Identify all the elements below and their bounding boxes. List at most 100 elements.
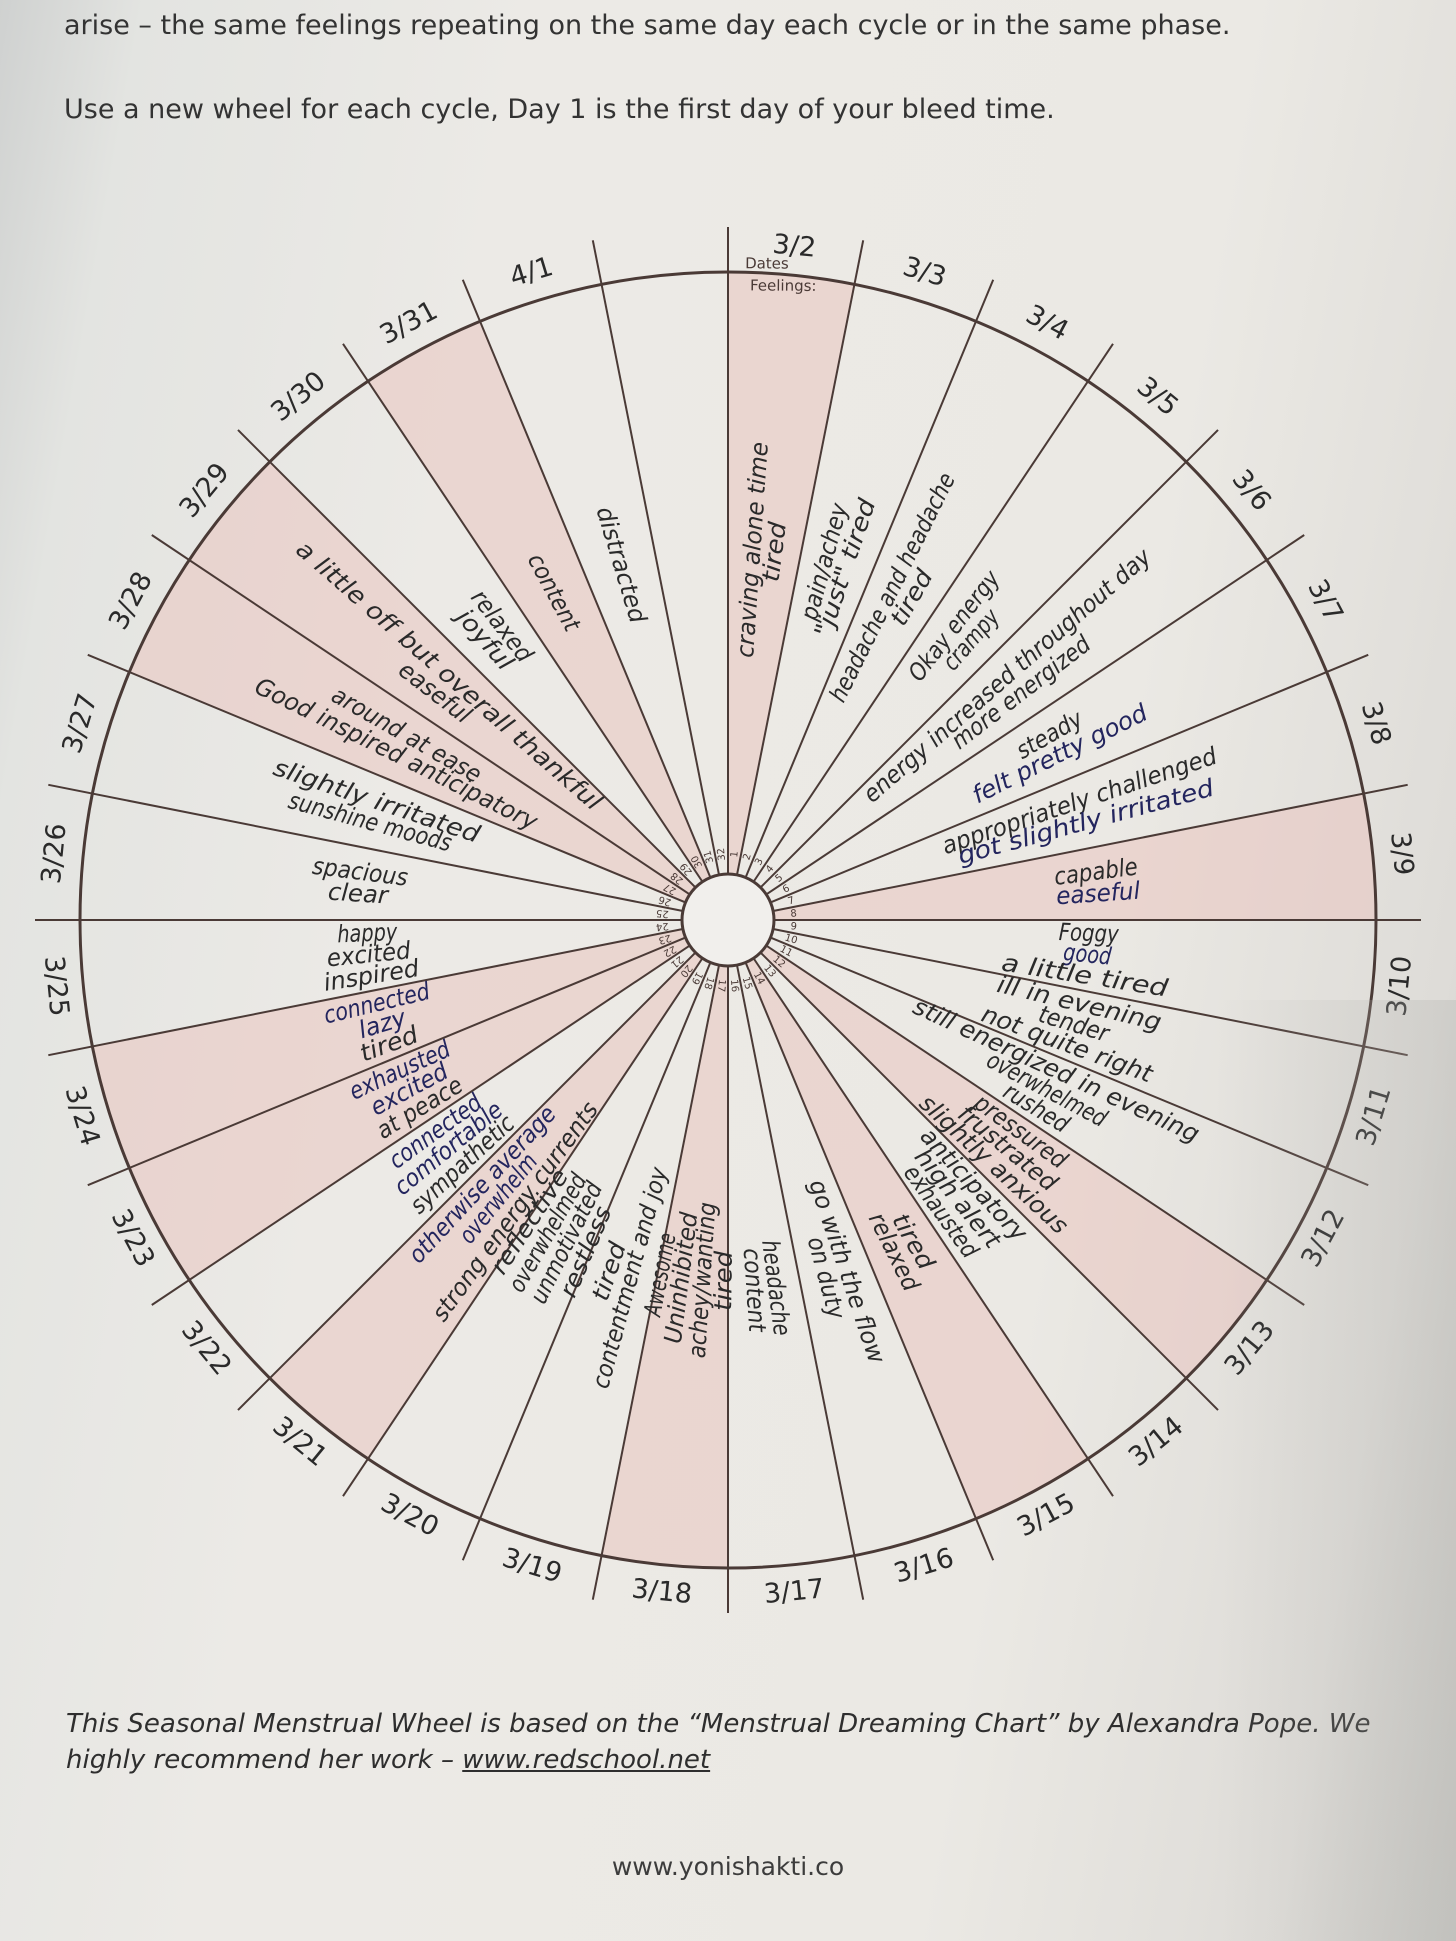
spoke-line <box>765 534 1305 896</box>
spoke-line <box>151 534 691 896</box>
tinted-segment <box>92 928 686 1168</box>
date-label: 3/25 <box>38 954 75 1017</box>
tinted-segment <box>745 958 1089 1519</box>
feeling-note: Foggy <box>1058 918 1120 948</box>
day-number: 7 <box>787 895 796 907</box>
feeling-note: happy <box>337 918 399 948</box>
date-label: 3/7 <box>1301 574 1349 627</box>
day-number: 4 <box>764 863 777 875</box>
date-label: 3/9 <box>1384 831 1419 877</box>
spoke-line <box>151 944 691 1306</box>
spoke-line <box>752 957 1114 1497</box>
spoke-line <box>772 927 1408 1057</box>
spoke-line <box>342 343 704 883</box>
date-label: 3/3 <box>899 251 950 293</box>
date-label: 3/22 <box>175 1315 237 1382</box>
day-number: 27 <box>662 881 678 897</box>
spoke-line <box>591 964 721 1600</box>
date-label: 3/2 <box>771 229 817 264</box>
date-label: 3/6 <box>1226 464 1278 517</box>
date-label: 3/11 <box>1350 1082 1397 1149</box>
feeling-note: tired <box>709 1250 738 1311</box>
day-number: 9 <box>790 921 797 933</box>
intro-text-line-1: arise – the same feelings repeating on t… <box>64 10 1231 41</box>
spoke-line <box>342 957 704 1497</box>
spoke-line <box>87 936 686 1187</box>
tinted-segment <box>367 321 711 882</box>
intro-text-line-2: Use a new wheel for each cycle, Day 1 is… <box>64 94 1055 125</box>
day-number: 31 <box>702 849 716 864</box>
tinted-segment <box>129 937 690 1281</box>
tinted-segment <box>189 461 696 895</box>
day-number: 23 <box>657 932 672 946</box>
spoke-line <box>772 783 1408 913</box>
attribution-note: This Seasonal Menstrual Wheel is based o… <box>66 1706 1406 1778</box>
wheel-day-numbers: 1 2 34567891011121314151617181920212223242… <box>655 847 798 992</box>
day-number: 26 <box>657 893 672 907</box>
day-number: 6 <box>781 883 792 896</box>
day-number: 19 <box>689 970 705 986</box>
wheel-tinted-segments <box>92 272 1376 1568</box>
spoke-line <box>735 240 865 876</box>
feeling-note: easeful <box>1055 877 1141 911</box>
spoke-line <box>461 962 712 1561</box>
date-label: 3/10 <box>1381 954 1418 1017</box>
redschool-link[interactable]: www.redschool.net <box>462 1745 711 1775</box>
spoke-line <box>765 944 1305 1306</box>
day-number: 16 <box>728 979 740 993</box>
spoke-line <box>759 951 1219 1411</box>
spoke-line <box>752 343 1114 883</box>
tinted-segment <box>773 793 1376 920</box>
spoke-line <box>735 964 865 1600</box>
spoke-line <box>237 951 697 1411</box>
day-number: 18 <box>701 975 715 990</box>
attribution-text: This Seasonal Menstrual Wheel is based o… <box>66 1709 1371 1775</box>
day-number: 25 <box>655 907 669 919</box>
date-label: 3/14 <box>1123 1411 1190 1473</box>
spoke-line <box>87 653 686 904</box>
spoke-line <box>744 962 995 1561</box>
date-label: 3/8 <box>1355 698 1397 749</box>
date-label: 3/26 <box>36 822 73 885</box>
day-number: 1 <box>729 851 741 858</box>
date-label: 3/30 <box>265 365 332 427</box>
tinted-segment <box>760 945 1267 1379</box>
wheel-spokes <box>35 227 1421 1613</box>
date-label: 3/27 <box>57 690 104 757</box>
feeling-note: good <box>1062 938 1113 971</box>
spoke-line <box>770 653 1369 904</box>
spoke-line <box>461 279 712 878</box>
date-label: 3/24 <box>58 1082 105 1149</box>
day-number: 3 <box>753 857 766 868</box>
date-label: 4/1 <box>506 251 557 293</box>
date-label: 3/17 <box>762 1573 825 1610</box>
date-label: 3/19 <box>499 1542 566 1589</box>
spoke-line <box>237 429 697 889</box>
day-number: 22 <box>661 943 677 959</box>
day-number: 2 <box>741 852 753 861</box>
day-number: 32 <box>716 847 728 861</box>
spoke-line <box>48 783 684 913</box>
date-label: 3/5 <box>1131 371 1184 423</box>
tinted-segment <box>129 559 690 903</box>
day-number: 24 <box>655 920 669 932</box>
day-number: 15 <box>740 976 754 991</box>
date-label: 3/16 <box>890 1542 957 1589</box>
tinted-segment <box>601 965 728 1568</box>
spoke-line <box>48 927 684 1057</box>
feeling-note: content <box>738 1247 772 1334</box>
day-number: 10 <box>783 933 798 947</box>
spoke-line <box>591 240 721 876</box>
day-number: 14 <box>751 970 767 986</box>
day-number: 17 <box>715 979 727 993</box>
day-number: 30 <box>689 853 705 869</box>
spoke-line <box>770 936 1369 1187</box>
feelings-label: Feelings: <box>750 276 817 295</box>
spoke-line <box>744 279 995 878</box>
spoke-line <box>759 429 1219 889</box>
day-number: 11 <box>778 944 794 960</box>
site-url: www.yonishakti.co <box>611 1852 845 1881</box>
date-label: 3/4 <box>1021 299 1074 347</box>
feeling-note: clear <box>327 877 391 909</box>
